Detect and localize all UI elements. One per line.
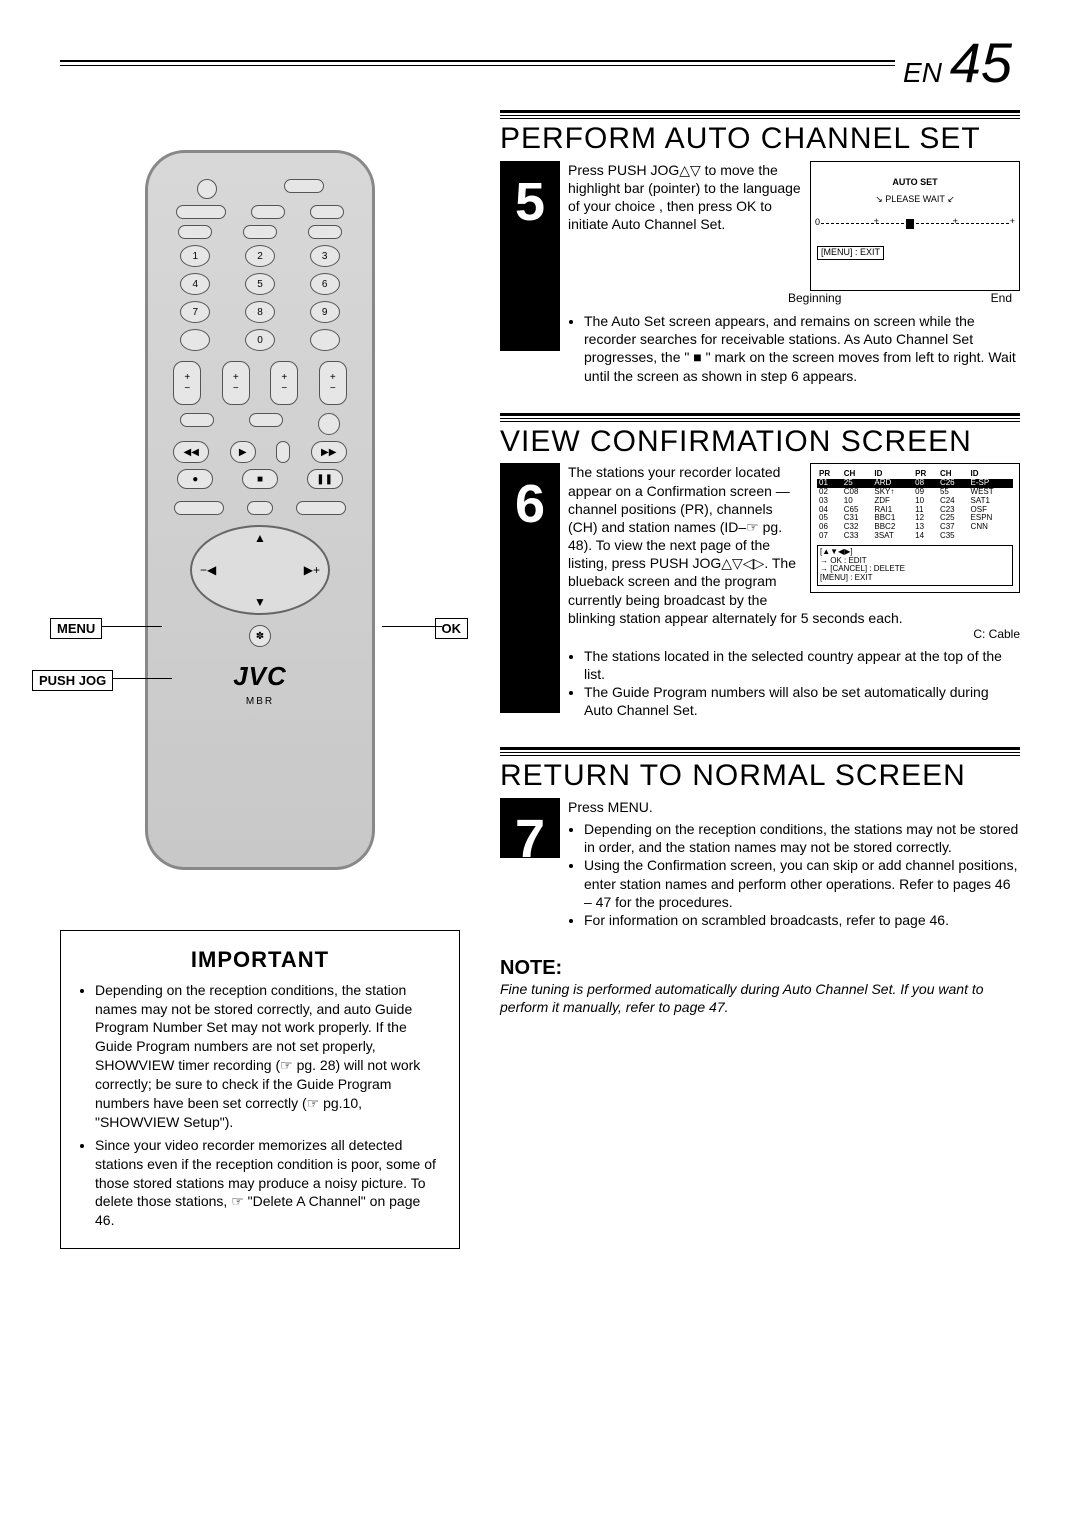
step5-number: 5 (500, 161, 560, 351)
num-4: 4 (180, 273, 210, 295)
important-box: IMPORTANT Depending on the reception con… (60, 930, 460, 1249)
label-beginning: Beginning (788, 291, 841, 307)
important-bullet: Since your video recorder memorizes all … (95, 1136, 443, 1230)
screen-wait: PLEASE WAIT (885, 194, 945, 204)
channel-table: PRCHID PRCHID 0125ARD08C26E-SP 02C08SKY↑… (817, 470, 1013, 540)
label-end: End (991, 291, 1012, 307)
jog-dial: ▲ ▼ −◀ ▶+ (190, 525, 330, 615)
subbrand: MBR (163, 696, 357, 707)
header-rule (60, 60, 1020, 66)
step-5: PERFORM AUTO CHANNEL SET 5 AUTO SET ↘ PL… (500, 110, 1020, 385)
screen-title: AUTO SET (817, 178, 1013, 188)
note-body: Fine tuning is performed automatically d… (500, 980, 1020, 1016)
num-7: 7 (180, 301, 210, 323)
important-title: IMPORTANT (77, 945, 443, 975)
screen-footer: [▲▼◀▶] → OK : EDIT → [CANCEL] : DELETE [… (817, 545, 1013, 586)
step5-title: PERFORM AUTO CHANNEL SET (500, 119, 1020, 161)
screen-menu-exit: [MENU] : EXIT (817, 246, 884, 260)
step7-press: Press MENU. (568, 798, 1020, 816)
step6-bullet: The Guide Program numbers will also be s… (584, 683, 1020, 719)
step7-bullet: For information on scrambled broadcasts,… (584, 911, 1020, 929)
page-number: EN 45 (895, 30, 1020, 95)
step6-number: 6 (500, 463, 560, 713)
c-cable-label: C: Cable (568, 627, 1020, 643)
page-lang: EN (903, 57, 942, 88)
step7-title: RETURN TO NORMAL SCREEN (500, 756, 1020, 798)
step-6: VIEW CONFIRMATION SCREEN 6 PRCHID PRCHID… (500, 413, 1020, 720)
note-title: NOTE: (500, 957, 1020, 980)
confirmation-screen: PRCHID PRCHID 0125ARD08C26E-SP 02C08SKY↑… (810, 463, 1020, 593)
brand-logo: JVC (163, 661, 357, 692)
table-row: 07C333SAT14C35 (817, 532, 1013, 541)
note-section: NOTE: Fine tuning is performed automatic… (500, 957, 1020, 1016)
num-1: 1 (180, 245, 210, 267)
autoset-screen: AUTO SET ↘ PLEASE WAIT ↙ 0 + + + [MENU] … (810, 161, 1020, 291)
num-5: 5 (245, 273, 275, 295)
important-bullet: Depending on the reception conditions, t… (95, 981, 443, 1132)
step6-title: VIEW CONFIRMATION SCREEN (500, 422, 1020, 464)
num-0: 0 (245, 329, 275, 351)
step5-bullet: The Auto Set screen appears, and remains… (584, 312, 1020, 385)
step6-bullet: The stations located in the selected cou… (584, 647, 1020, 683)
callout-ok: OK (435, 618, 469, 639)
num-3: 3 (310, 245, 340, 267)
step7-bullet: Depending on the reception conditions, t… (584, 820, 1020, 856)
num-6: 6 (310, 273, 340, 295)
num-2: 2 (245, 245, 275, 267)
callout-pushjog: PUSH JOG (32, 670, 113, 691)
step7-bullet: Using the Confirmation screen, you can s… (584, 856, 1020, 911)
page-num-value: 45 (950, 31, 1012, 94)
step7-number: 7 (500, 798, 560, 858)
num-9: 9 (310, 301, 340, 323)
remote-illustration: 123 456 789 0 +−+−+−+− ◀◀▶▶▶ ●■❚❚ ▲ ▼ −◀… (145, 150, 375, 870)
callout-menu: MENU (50, 618, 102, 639)
num-8: 8 (245, 301, 275, 323)
step-7: RETURN TO NORMAL SCREEN 7 Press MENU. De… (500, 747, 1020, 929)
